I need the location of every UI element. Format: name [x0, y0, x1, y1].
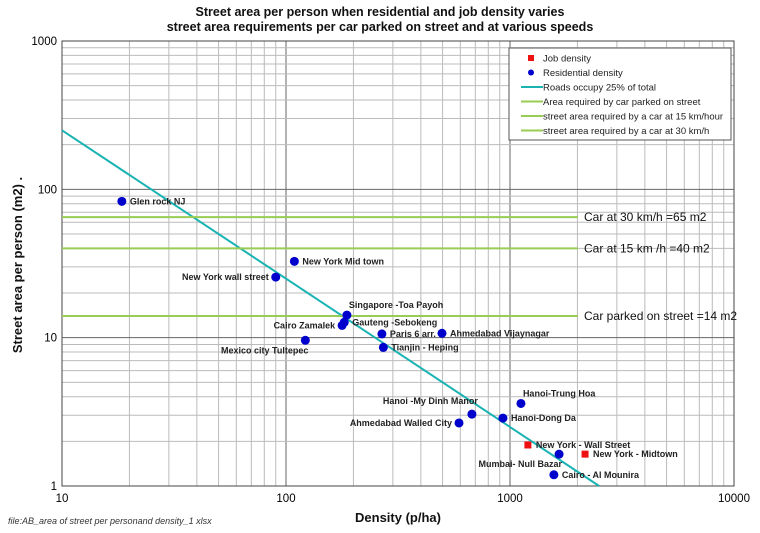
x-tick-label: 100	[276, 493, 295, 505]
point-label: Mexico city Tultepec	[221, 345, 308, 355]
point-label: Cairo Zamalek	[274, 320, 337, 330]
residential-point	[337, 320, 347, 330]
legend-entry: street area required by a car at 15 km/h…	[543, 112, 723, 123]
point-label: Tianjin - Heping	[391, 342, 458, 352]
legend-entry: Job density	[543, 54, 591, 65]
point-label: New York wall street	[182, 272, 269, 282]
residential-point	[516, 398, 526, 408]
point-label: Gauteng -Sebokeng	[352, 317, 437, 327]
residential-point	[549, 470, 559, 480]
x-axis-label: Density (p/ha)	[355, 510, 441, 525]
footer-filename: file:AB_area of street per personand den…	[8, 516, 212, 526]
point-label: New York - Midtown	[593, 449, 678, 459]
residential-point	[467, 409, 477, 419]
residential-point	[377, 329, 387, 339]
x-tick-label: 10000	[718, 493, 750, 505]
line-annotation: Car at 15 km /h =40 m2	[584, 241, 710, 255]
job-point	[524, 441, 532, 449]
residential-point	[117, 196, 127, 206]
roads-25pct-line	[61, 129, 600, 487]
point-label: Mumbai- Null Bazar	[479, 459, 563, 469]
point-label: Hanoi-Trung Hoa	[523, 388, 596, 398]
residential-point	[498, 413, 508, 423]
plot-area-border	[61, 40, 735, 487]
y-tick-label: 10	[44, 333, 57, 345]
legend: Job density Residential density Roads occu…	[508, 47, 732, 141]
legend-entry: street area required by a car at 30 km/h	[543, 126, 709, 137]
y-tick-label: 1	[51, 481, 57, 493]
residential-point	[554, 449, 564, 459]
residential-point	[378, 342, 388, 352]
reference-lines: Car parked on street =14 m2 Car at 15 km …	[61, 129, 737, 487]
residential-point	[342, 310, 352, 320]
job-point	[581, 450, 589, 458]
x-tick-label: 10	[56, 493, 69, 505]
point-label: Singapore -Toa Payoh	[349, 300, 443, 310]
residential-point	[300, 335, 310, 345]
chart-title-line-2: street area requirements per car parked …	[167, 20, 594, 34]
residential-point	[437, 328, 447, 338]
x-tick-label: 1000	[497, 493, 523, 505]
legend-entry: Residential density	[543, 68, 623, 79]
legend-square-icon	[528, 55, 534, 61]
y-tick-label: 100	[38, 184, 57, 196]
point-label: Hanoi -My Dinh Manor	[383, 396, 478, 406]
point-label: Hanoi-Dong Da	[511, 413, 577, 423]
point-label: Paris 6 arr.	[390, 329, 436, 339]
point-label: Cairo - Al Mounira	[562, 470, 640, 480]
legend-circle-icon	[528, 69, 534, 76]
legend-box	[508, 47, 732, 141]
line-annotation: Car parked on street =14 m2	[584, 309, 737, 323]
residential-point	[271, 272, 281, 282]
chart-title-line-1: Street area per person when residential …	[196, 5, 565, 19]
point-label: Ahmedabad Walled City	[350, 418, 452, 428]
residential-point	[289, 256, 299, 266]
data-points: Glen rock NJ New York Mid town New York wa…	[117, 196, 678, 480]
legend-entry: Area required by car parked on street	[543, 97, 701, 108]
point-label: Ahmedabad Vijaynagar	[450, 328, 550, 338]
point-label: Glen rock NJ	[130, 196, 186, 206]
legend-entry: Roads occupy 25% of total	[543, 83, 656, 94]
point-label: New York Mid town	[302, 256, 384, 266]
residential-point	[454, 418, 464, 428]
grid	[61, 40, 735, 487]
line-annotation: Car at 30 km/h =65 m2	[584, 210, 707, 224]
y-axis-label: Street area per person (m2) .	[10, 177, 25, 353]
y-tick-label: 1000	[31, 36, 57, 48]
point-label: New York - Wall Street	[536, 440, 630, 450]
